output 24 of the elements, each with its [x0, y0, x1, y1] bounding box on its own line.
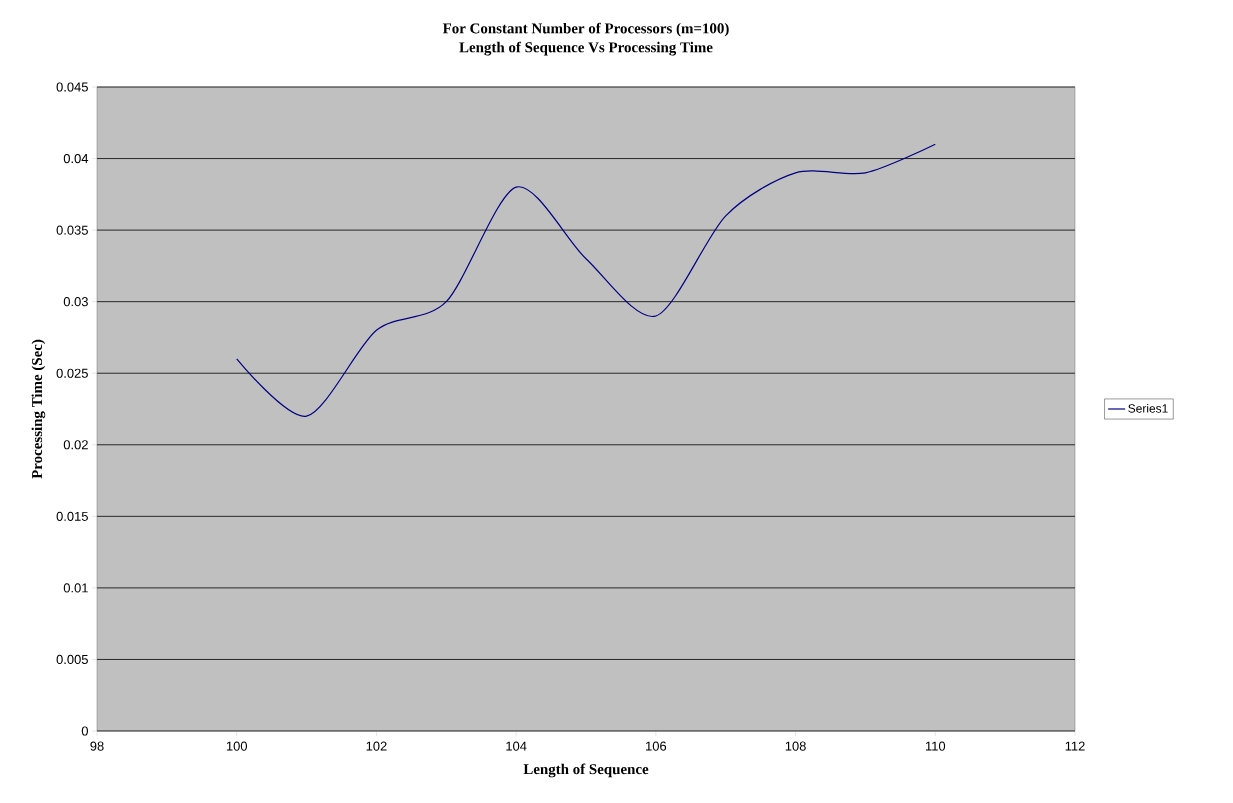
x-tick-label: 106 [646, 741, 667, 751]
legend-label: Series1 [1128, 403, 1168, 413]
x-tick-label: 112 [1065, 741, 1085, 751]
y-tick-label: 0.04 [63, 153, 89, 164]
x-tick-label: 100 [226, 741, 248, 751]
y-tick-label: 0.02 [63, 440, 88, 450]
y-tick-label: 0.03 [63, 297, 88, 307]
x-tick-label: 98 [90, 741, 104, 751]
line-series [236, 143, 936, 417]
y-tick-label: 0.015 [56, 511, 88, 521]
x-tick-label: 108 [785, 741, 806, 751]
x-tick-label: 102 [366, 741, 387, 751]
y-tick-label: 0.025 [56, 368, 88, 378]
x-tick-label: 110 [925, 741, 946, 751]
x-tick-label: 104 [506, 741, 527, 751]
x-axis-title: Length of Sequence [523, 763, 649, 778]
y-axis-title: Processing Time (Sec) [31, 339, 46, 479]
chart-title: For Constant Number of Processors (m=100) [442, 22, 729, 37]
y-tick-label: 0.035 [56, 225, 88, 235]
y-tick-label: 0 [81, 726, 88, 736]
y-tick-label: 0.005 [56, 654, 88, 665]
chart-subtitle: Length of Sequence Vs Processing Time [459, 41, 713, 56]
y-tick-label: 0.01 [63, 583, 88, 593]
y-tick-label: 0.045 [56, 82, 88, 92]
